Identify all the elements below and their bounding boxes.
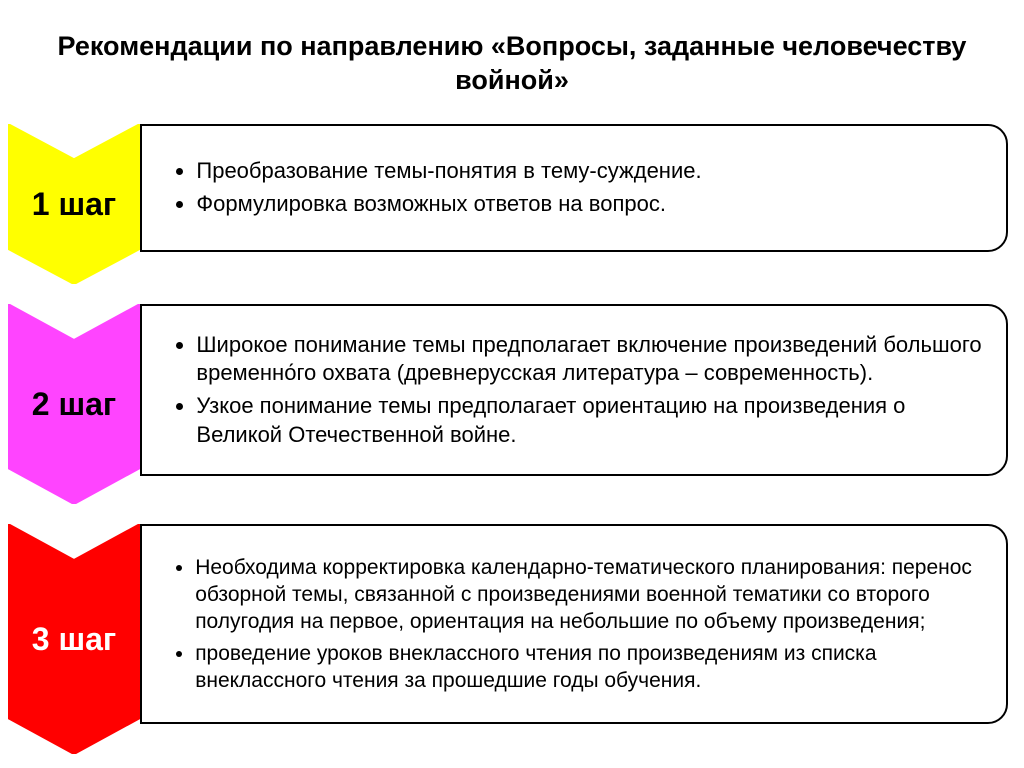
step-label: 1 шаг [8,186,140,223]
step-content: Необходима корректировка календарно-тема… [140,524,1008,724]
step-row: 2 шаг Широкое понимание темы предполагает… [8,304,1008,504]
step-label: 3 шаг [8,621,140,658]
step-chevron: 3 шаг [8,524,140,754]
step-row: 3 шаг Необходима корректировка календарно… [8,524,1008,754]
step-bullet: Широкое понимание темы предполагает вклю… [196,331,982,388]
step-content: Преобразование темы-понятия в тему-сужде… [140,124,1008,252]
step-row: 1 шаг Преобразование темы-понятия в тему-… [8,124,1008,284]
slide: Рекомендации по направлению «Вопросы, за… [0,0,1024,768]
step-bullet: проведение уроков внеклассного чтения по… [195,640,982,695]
step-chevron: 1 шаг [8,124,140,284]
step-bullets: Необходима корректировка календарно-тема… [170,550,982,698]
step-bullet: Формулировка возможных ответов на вопрос… [196,190,701,219]
step-label: 2 шаг [8,386,140,423]
step-chevron: 2 шаг [8,304,140,504]
steps-container: 1 шаг Преобразование темы-понятия в тему-… [8,124,1008,768]
step-bullet: Необходима корректировка календарно-тема… [195,554,982,636]
step-bullets: Преобразование темы-понятия в тему-сужде… [170,153,702,222]
step-bullets: Широкое понимание темы предполагает вклю… [170,327,982,453]
step-bullet: Узкое понимание темы предполагает ориент… [196,392,982,449]
step-content: Широкое понимание темы предполагает вклю… [140,304,1008,476]
step-bullet: Преобразование темы-понятия в тему-сужде… [196,157,701,186]
slide-title: Рекомендации по направлению «Вопросы, за… [0,30,1024,98]
